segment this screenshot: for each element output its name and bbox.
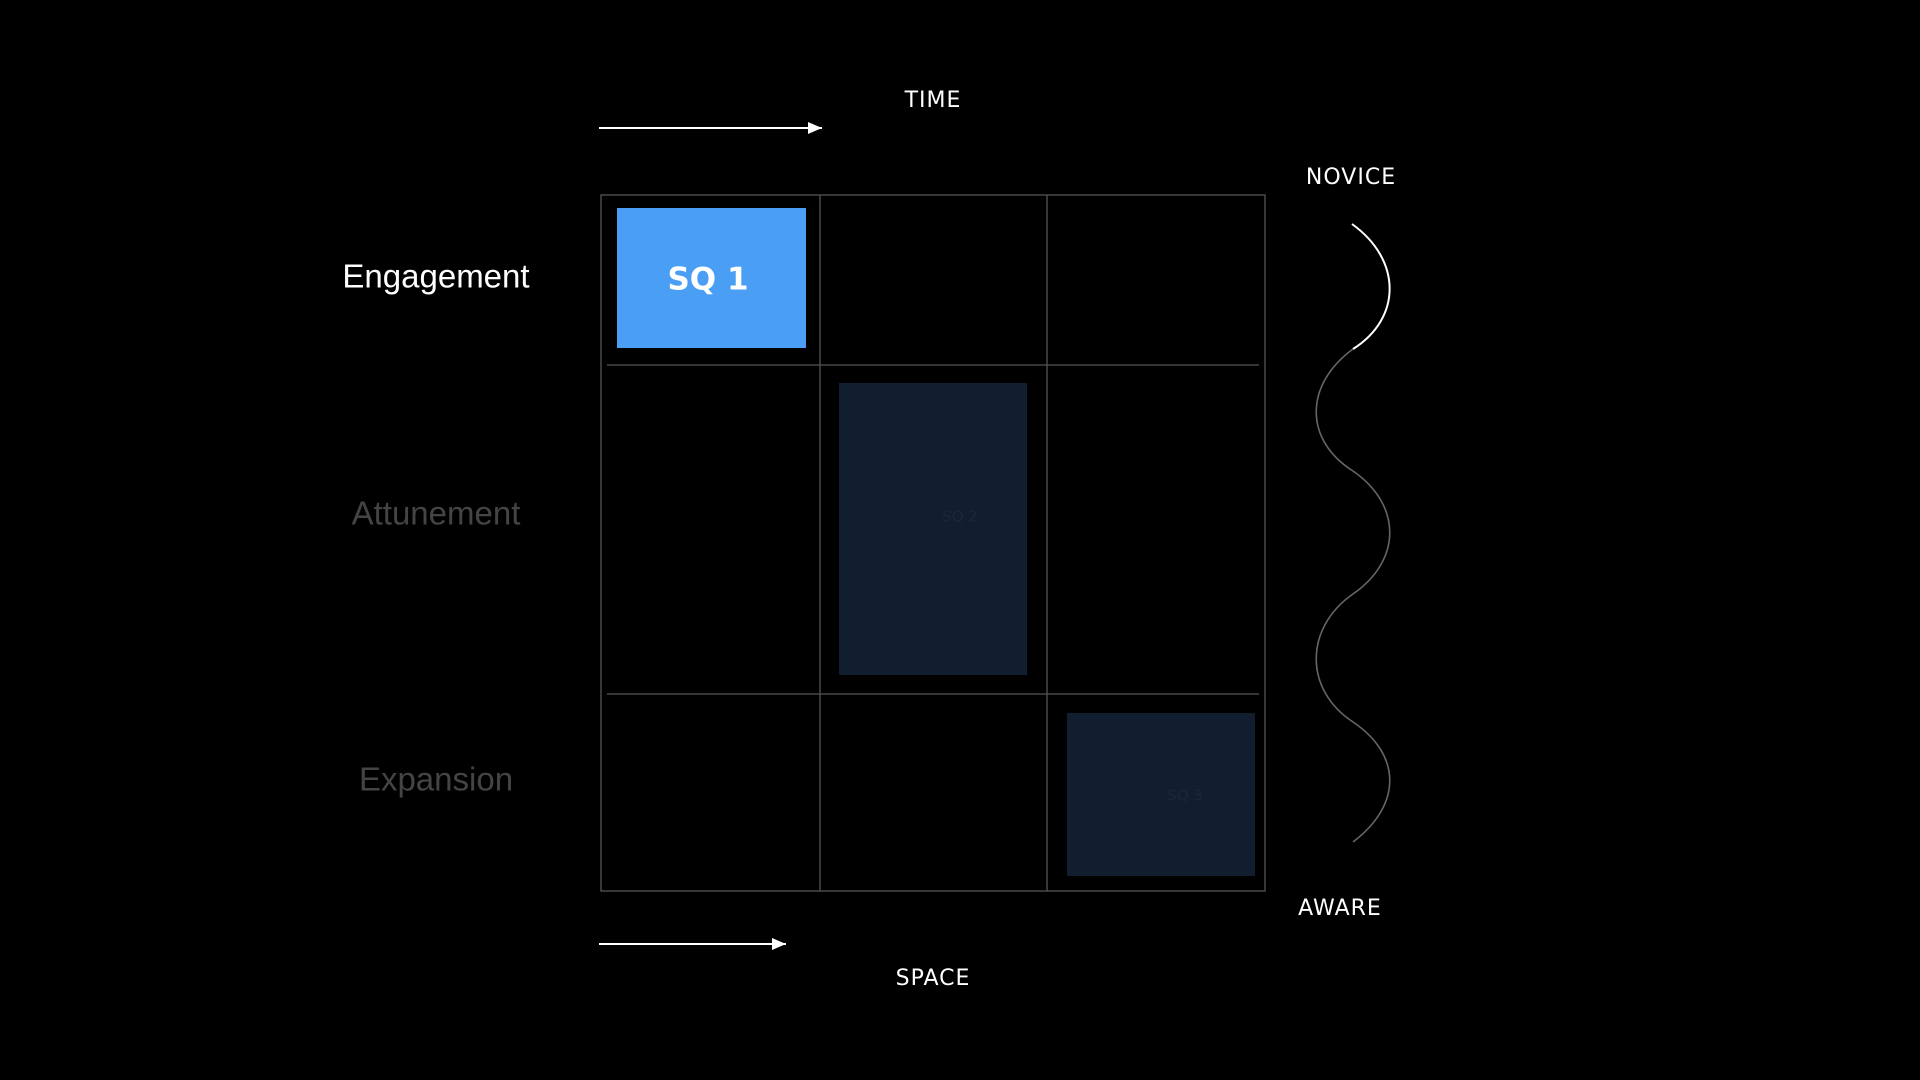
wave-active	[1351, 223, 1391, 350]
novice-label: NOVICE	[1306, 165, 1396, 190]
row-label: Engagement	[342, 258, 529, 295]
square-1	[617, 208, 806, 348]
square-label: SQ 3	[1167, 787, 1203, 805]
square-3	[1067, 713, 1255, 876]
square-label: SQ 1	[667, 262, 748, 298]
aware-label: AWARE	[1298, 896, 1382, 921]
row-label: Attunement	[352, 495, 521, 532]
square-label: SQ 2	[942, 508, 978, 526]
square-2	[839, 383, 1027, 675]
space-label: SPACE	[896, 966, 971, 991]
row-label: Expansion	[359, 761, 513, 798]
wave	[1315, 348, 1391, 843]
grid-border	[600, 194, 1266, 892]
time-label: TIME	[904, 88, 962, 113]
